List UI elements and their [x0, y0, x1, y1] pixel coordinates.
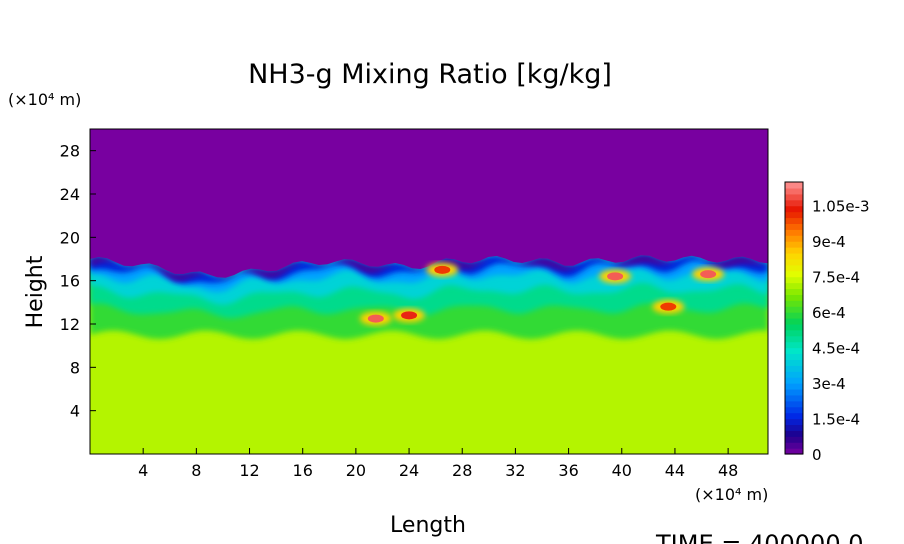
colorbar-tick-label: 4.5e-4	[812, 340, 860, 358]
colorbar-segment	[785, 258, 803, 266]
x-tick-label: 32	[505, 461, 525, 480]
colorbar-segment	[785, 211, 803, 219]
colorbar-segment	[785, 394, 803, 402]
colorbar-segment	[785, 312, 803, 319]
colorbar-segment	[785, 187, 803, 195]
x-tick-label: 20	[346, 461, 366, 480]
colorbar-tick-label: 1.05e-3	[812, 198, 870, 216]
colorbar-segment	[785, 264, 803, 272]
y-tick-label: 28	[60, 142, 80, 161]
colorbar-segment	[785, 182, 803, 189]
x-tick-label: 40	[612, 461, 632, 480]
hotspot-core	[367, 314, 384, 323]
x-ticks: 4 8 12 16 20 24 28 32 36 40 44 48	[138, 448, 738, 480]
x-tick-label: 8	[191, 461, 201, 480]
time-label: TIME = 400000.0	[655, 530, 864, 544]
colorbar-segment	[785, 199, 803, 207]
colorbar-segment	[785, 383, 803, 390]
colorbar-segment	[785, 300, 803, 307]
colorbar-segment	[785, 430, 803, 437]
colorbar-segment	[785, 365, 803, 372]
y-axis-unit: (×10⁴ m)	[8, 90, 81, 109]
colorbar-segment	[785, 388, 803, 396]
colorbar-segment	[785, 306, 803, 313]
colorbar-segment	[785, 412, 803, 420]
chart-title: NH3-g Mixing Ratio [kg/kg]	[248, 59, 612, 90]
x-axis-label: Length	[390, 513, 466, 538]
x-tick-label: 36	[558, 461, 578, 480]
x-tick-label: 4	[138, 461, 148, 480]
hotspot-core	[434, 265, 451, 274]
colorbar-segment	[785, 229, 803, 236]
colorbar-segment	[785, 371, 803, 378]
colorbar-tick-label: 1.5e-4	[812, 411, 860, 429]
colorbar-tick-label: 0	[812, 446, 822, 464]
y-tick-label: 8	[70, 358, 80, 377]
colorbar-tick-label: 3e-4	[812, 375, 846, 393]
colorbar-segment	[785, 252, 803, 260]
colorbar-segment	[785, 323, 803, 331]
colorbar-segment	[785, 377, 803, 384]
colorbar-segment	[785, 329, 803, 337]
y-tick-label: 20	[60, 228, 80, 247]
mixing-band	[90, 255, 768, 284]
y-ticks: 4 8 12 16 20 24 28	[60, 142, 96, 421]
y-tick-label: 4	[70, 402, 80, 421]
colorbar-segment	[785, 448, 803, 455]
colorbar-tick-label: 6e-4	[812, 304, 846, 322]
colorbar-segment	[785, 247, 803, 254]
x-tick-label: 44	[665, 461, 685, 480]
x-tick-label: 28	[452, 461, 472, 480]
colorbar-segment	[785, 353, 803, 360]
colorbar-segment	[785, 442, 803, 449]
heatmap-upper-layer	[90, 129, 768, 278]
x-tick-label: 24	[399, 461, 419, 480]
colorbar-segment	[785, 318, 803, 325]
colorbar	[784, 181, 804, 455]
colorbar-labels: 0 1.5e-4 3e-4 4.5e-4 6e-4 7.5e-4 9e-4 1.05e-3	[812, 198, 870, 464]
plot-frame	[89, 128, 769, 455]
colorbar-tick-label: 9e-4	[812, 233, 846, 251]
colorbar-segment	[785, 406, 803, 414]
x-tick-label: 48	[718, 461, 738, 480]
mixing-band	[90, 255, 768, 293]
x-tick-label: 16	[293, 461, 313, 480]
y-tick-label: 16	[60, 272, 80, 291]
colorbar-segment	[785, 424, 803, 431]
heatmap-field	[90, 129, 768, 454]
colorbar-segment	[785, 347, 803, 355]
y-tick-label: 12	[60, 315, 80, 334]
colorbar-segment	[785, 223, 803, 230]
x-tick-label: 12	[239, 461, 259, 480]
hotspot-core	[660, 302, 677, 311]
colorbar-segment	[785, 282, 803, 290]
colorbar-segment	[785, 418, 803, 426]
colorbar-segment	[785, 193, 803, 201]
x-axis-unit: (×10⁴ m)	[695, 485, 768, 504]
colorbar-segment	[785, 235, 803, 242]
colorbar-frame	[784, 181, 804, 455]
hotspot-core	[700, 270, 717, 279]
hotspot-core	[607, 272, 624, 281]
colorbar-segment	[785, 359, 803, 366]
y-tick-label: 24	[60, 185, 80, 204]
plot-area	[89, 128, 769, 455]
colorbar-segment	[785, 436, 803, 443]
colorbar-segment	[785, 294, 803, 301]
colorbar-segment	[785, 335, 803, 343]
colorbar-segment	[785, 288, 803, 295]
colorbar-segment	[785, 241, 803, 248]
colorbar-segment	[785, 217, 803, 224]
colorbar-segment	[785, 400, 803, 408]
colorbar-segment	[785, 270, 803, 278]
colorbar-segment	[785, 276, 803, 284]
colorbar-segment	[785, 205, 803, 213]
colorbar-segment	[785, 341, 803, 349]
colorbar-tick-label: 7.5e-4	[812, 269, 860, 287]
hotspot-core	[401, 311, 418, 320]
y-axis-label: Height	[23, 255, 48, 328]
